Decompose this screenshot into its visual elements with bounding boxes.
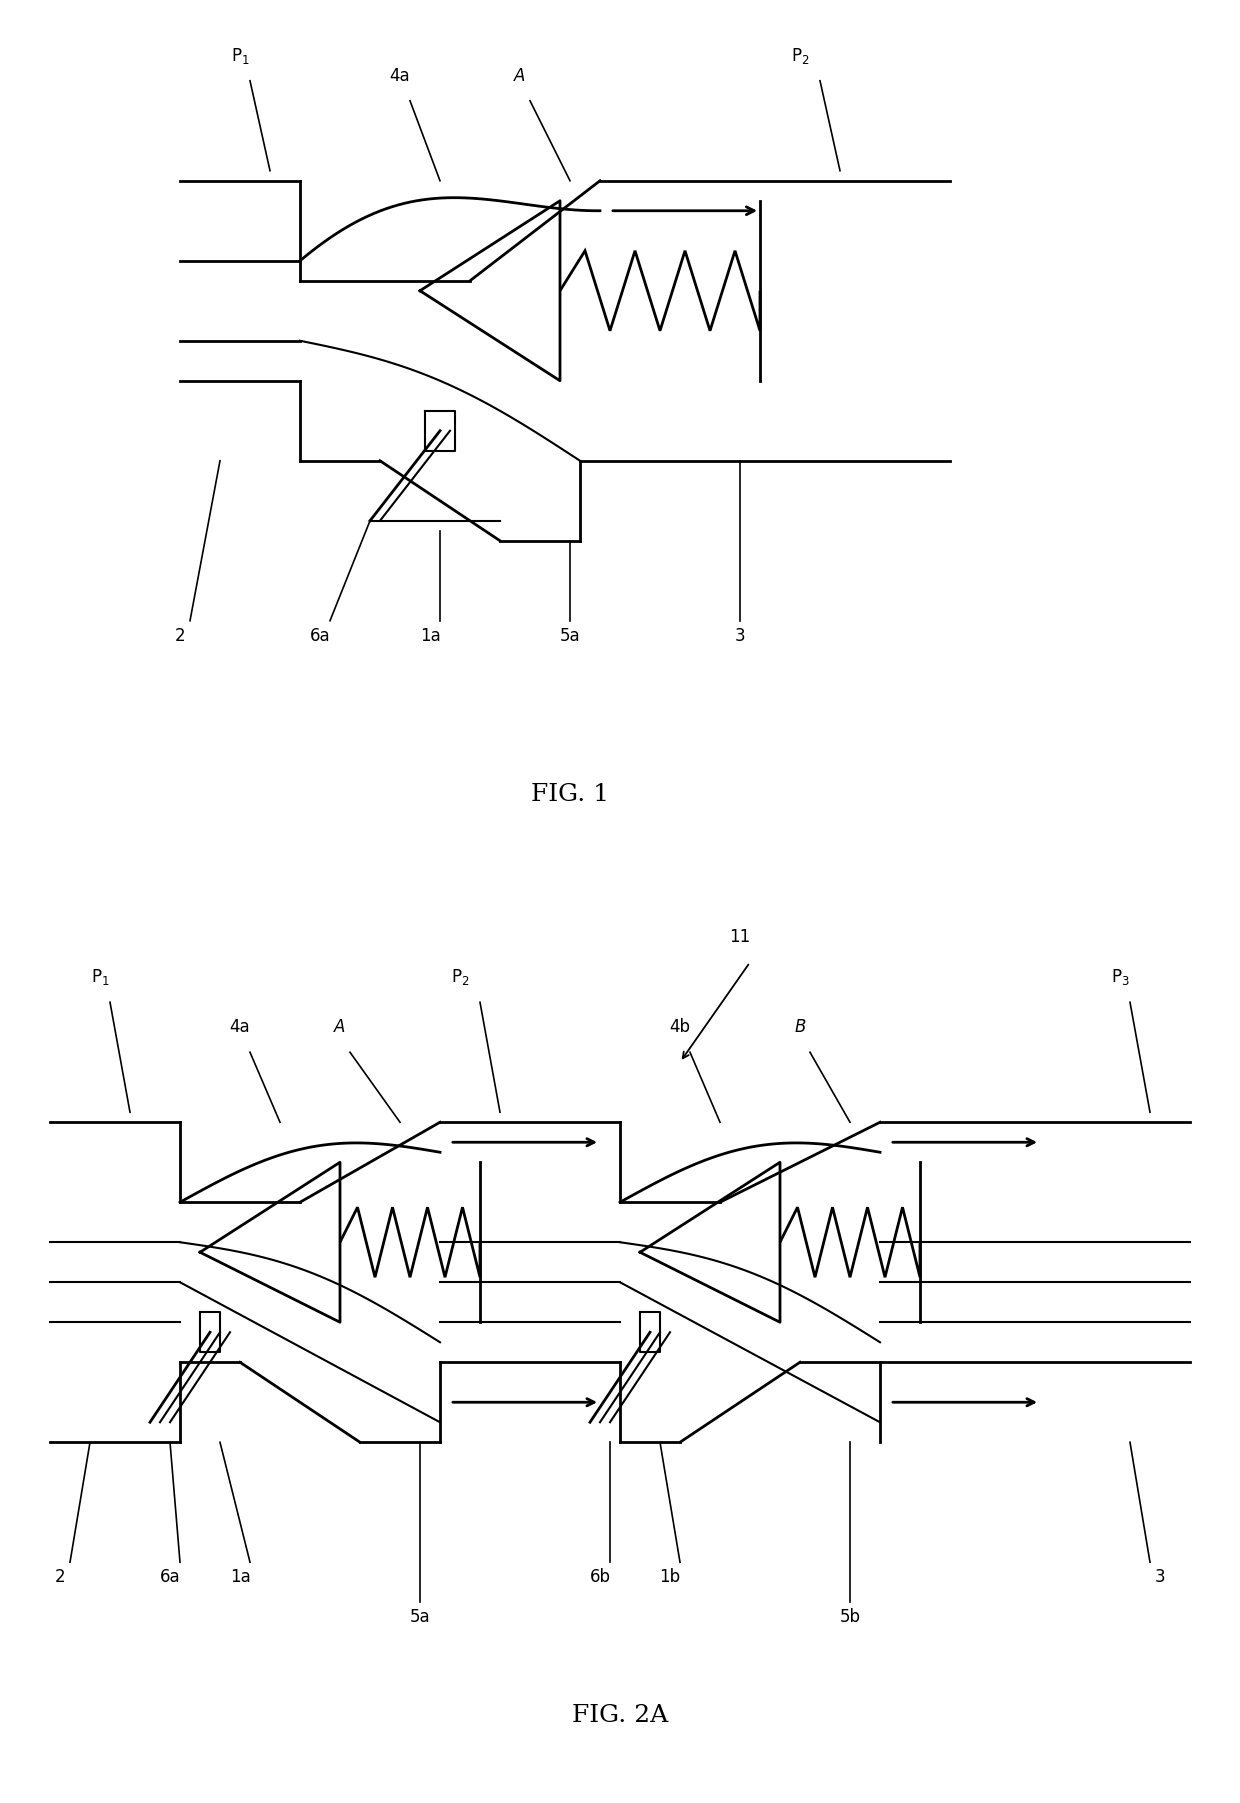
Text: 5a: 5a	[559, 627, 580, 645]
Text: B: B	[795, 1019, 806, 1037]
Text: 1a: 1a	[419, 627, 440, 645]
Text: 11: 11	[729, 929, 750, 947]
Text: 2: 2	[55, 1569, 66, 1587]
Text: 6a: 6a	[160, 1569, 180, 1587]
Text: P$_1$: P$_1$	[231, 45, 249, 65]
Text: P$_2$: P$_2$	[791, 45, 810, 65]
Text: P$_3$: P$_3$	[1111, 966, 1130, 988]
Text: 1a: 1a	[229, 1569, 250, 1587]
Text: 1b: 1b	[660, 1569, 681, 1587]
Text: 5b: 5b	[839, 1608, 861, 1626]
Text: 3: 3	[1154, 1569, 1166, 1587]
Text: 5a: 5a	[409, 1608, 430, 1626]
Text: P$_1$: P$_1$	[91, 966, 109, 988]
Text: 4a: 4a	[229, 1019, 250, 1037]
Text: A: A	[335, 1019, 346, 1037]
Text: 6b: 6b	[589, 1569, 610, 1587]
Text: 6a: 6a	[310, 627, 330, 645]
Text: 3: 3	[734, 627, 745, 645]
Text: 2: 2	[175, 627, 185, 645]
Text: 4b: 4b	[670, 1019, 691, 1037]
Text: 4a: 4a	[389, 67, 410, 85]
Text: A: A	[515, 67, 526, 85]
Text: FIG. 1: FIG. 1	[531, 783, 609, 806]
Text: P$_2$: P$_2$	[451, 966, 469, 988]
Text: FIG. 2A: FIG. 2A	[572, 1704, 668, 1727]
